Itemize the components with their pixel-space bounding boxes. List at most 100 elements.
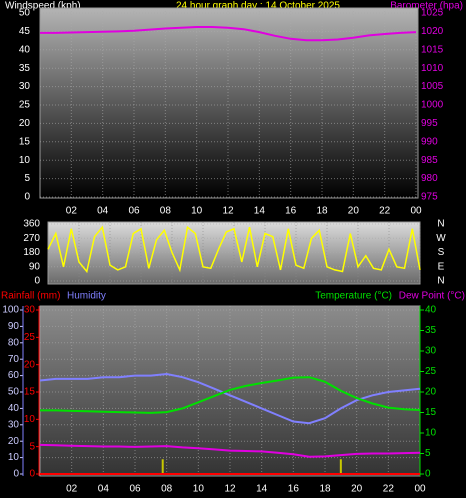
x-tick-label: 08 xyxy=(161,484,173,495)
y-tick-label: 5 xyxy=(425,448,431,459)
y-tick-label: 20 xyxy=(425,387,437,398)
rain-marker xyxy=(339,459,342,474)
plot-area xyxy=(39,7,419,199)
x-tick-label: 12 xyxy=(222,206,234,217)
series-line xyxy=(40,376,421,414)
compass-label: E xyxy=(438,261,445,272)
y-tick-label: 45 xyxy=(19,26,31,37)
y-tick-label: 15 xyxy=(24,387,36,398)
y-tick-label: 1005 xyxy=(421,81,444,92)
y-tick-label: 0 xyxy=(425,469,431,480)
y-tick-label: 50 xyxy=(8,387,20,398)
x-tick-label: 10 xyxy=(191,206,203,217)
x-tick-label: 18 xyxy=(316,206,328,217)
x-tick-label: 20 xyxy=(348,206,360,217)
legend-label: Rainfall (mm) xyxy=(1,291,60,302)
series-line xyxy=(39,443,421,458)
y-tick-label: 5 xyxy=(29,441,35,452)
y-tick-label: 30 xyxy=(425,346,437,357)
y-tick-label: 270 xyxy=(23,233,40,244)
y-tick-label: 40 xyxy=(8,403,20,414)
y-tick-label: 80 xyxy=(8,337,20,348)
compass-label: N xyxy=(437,219,444,230)
y-tick-label: 10 xyxy=(19,155,31,166)
y-tick-label: 975 xyxy=(421,192,438,203)
y2-axis-title: Barometer (hpa) xyxy=(390,1,463,12)
x-tick-label: 00 xyxy=(410,206,422,217)
y-axis-title: Windspeed (kph) xyxy=(5,1,81,12)
x-tick-label: 22 xyxy=(383,484,395,495)
y-tick-label: 5 xyxy=(24,173,30,184)
x-tick-label: 20 xyxy=(351,484,363,495)
y-tick-label: 15 xyxy=(19,136,31,147)
series-line xyxy=(40,26,417,42)
y-tick-label: 30 xyxy=(19,81,31,92)
x-tick-label: 12 xyxy=(224,484,236,495)
y-tick-label: 20 xyxy=(24,359,36,370)
y-tick-label: 10 xyxy=(8,452,20,463)
y-tick-label: 90 xyxy=(8,321,20,332)
y-tick-label: 25 xyxy=(19,100,31,111)
x-tick-label: 02 xyxy=(66,206,78,217)
y-tick-label: 1000 xyxy=(421,100,444,111)
y-tick-label: 0 xyxy=(34,276,40,287)
y-tick-label: 30 xyxy=(24,305,36,316)
y-tick-label: 990 xyxy=(421,136,438,147)
y-tick-label: 995 xyxy=(421,118,438,129)
y-tick-label: 60 xyxy=(8,370,20,381)
x-tick-label: 06 xyxy=(128,206,140,217)
y-tick-label: 180 xyxy=(23,247,40,258)
x-tick-label: 06 xyxy=(129,484,141,495)
y-tick-label: 0 xyxy=(13,469,19,480)
x-tick-label: 10 xyxy=(193,484,205,495)
legend-label: Humidity xyxy=(67,291,106,302)
chart-title: 24 hour graph day : 14 October 2025 xyxy=(176,1,340,12)
y-tick-label: 980 xyxy=(421,173,438,184)
y-tick-label: 10 xyxy=(24,414,36,425)
rain-marker xyxy=(161,459,164,474)
y-tick-label: 0 xyxy=(29,469,35,480)
y-tick-label: 20 xyxy=(19,118,31,129)
y-tick-label: 15 xyxy=(425,407,437,418)
x-tick-label: 14 xyxy=(256,484,268,495)
x-tick-label: 18 xyxy=(319,484,331,495)
y-tick-label: 70 xyxy=(8,354,20,365)
compass-label: W xyxy=(436,233,446,244)
y-tick-label: 30 xyxy=(8,419,20,430)
y-tick-label: 35 xyxy=(425,325,437,336)
y-tick-label: 35 xyxy=(19,63,31,74)
y-tick-label: 1010 xyxy=(421,63,444,74)
y-tick-label: 25 xyxy=(425,366,437,377)
x-tick-label: 16 xyxy=(288,484,300,495)
y-tick-label: 100 xyxy=(2,305,19,316)
y-tick-label: 985 xyxy=(421,155,438,166)
x-tick-label: 08 xyxy=(160,206,172,217)
x-tick-label: 22 xyxy=(379,206,391,217)
y-tick-label: 50 xyxy=(19,8,31,19)
y-tick-label: 25 xyxy=(24,332,36,343)
x-tick-label: 16 xyxy=(285,206,297,217)
y-tick-label: 90 xyxy=(29,261,41,272)
x-tick-label: 14 xyxy=(254,206,266,217)
y-tick-label: 10 xyxy=(425,428,437,439)
x-tick-label: 02 xyxy=(66,484,78,495)
series-line xyxy=(39,372,421,425)
y-tick-label: 360 xyxy=(23,219,40,230)
series-line xyxy=(47,225,421,274)
compass-label: N xyxy=(437,276,444,287)
compass-label: S xyxy=(438,247,445,258)
x-tick-label: 04 xyxy=(97,206,109,217)
y-tick-label: 0 xyxy=(24,192,30,203)
y-tick-label: 1025 xyxy=(421,8,444,19)
x-tick-label: 04 xyxy=(98,484,110,495)
y-tick-label: 40 xyxy=(425,305,437,316)
y-tick-label: 40 xyxy=(19,44,31,55)
y-tick-label: 1015 xyxy=(421,44,444,55)
legend-label: Dew Point (°C) xyxy=(399,291,465,302)
legend-label: Temperature (°C) xyxy=(315,291,392,302)
x-tick-label: 00 xyxy=(414,484,426,495)
y-tick-label: 20 xyxy=(8,436,20,447)
y-tick-label: 1020 xyxy=(421,26,444,37)
